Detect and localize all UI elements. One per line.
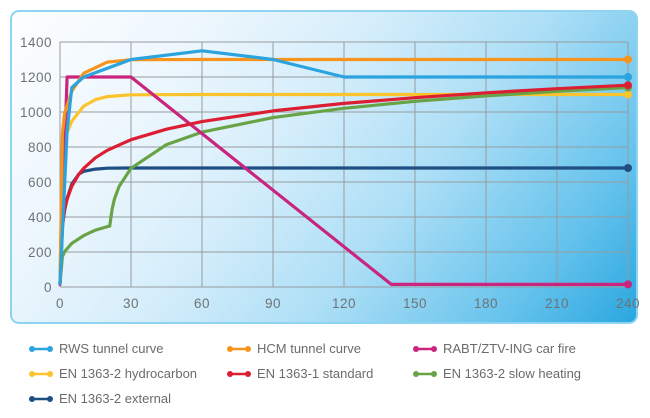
series-en-1363-1-standard	[58, 81, 632, 286]
series-end-dot-rabt-ztv-ing-car-fire	[624, 280, 632, 289]
legend-label-rabt-ztv-ing-car-fire: RABT/ZTV-ING car fire	[443, 341, 576, 356]
legend-item-en-1363-2-hydrocarbon: EN 1363-2 hydrocarbon	[28, 366, 226, 381]
series-end-dot-en-1363-2-hydrocarbon	[624, 90, 632, 99]
legend-label-en-1363-2-external: EN 1363-2 external	[59, 391, 172, 406]
legend-marker-dot	[245, 370, 251, 377]
legend-marker-dot	[47, 395, 53, 402]
legend-marker-rabt-ztv-ing-car-fire	[413, 345, 437, 352]
legend-marker-dot	[431, 370, 437, 377]
legend-item-hcm-tunnel-curve: HCM tunnel curve	[226, 341, 412, 356]
legend-marker-dot	[413, 370, 419, 377]
series-line-rws-tunnel-curve	[58, 49, 630, 286]
series-line-en-1363-1-standard	[58, 83, 630, 286]
legend-marker-dot	[29, 345, 35, 352]
x-tick-label-90: 90	[265, 296, 281, 311]
legend-item-rabt-ztv-ing-car-fire: RABT/ZTV-ING car fire	[412, 341, 638, 356]
legend-label-rws-tunnel-curve: RWS tunnel curve	[59, 341, 164, 356]
legend-label-hcm-tunnel-curve: HCM tunnel curve	[257, 341, 362, 356]
legend-label-en-1363-1-standard: EN 1363-1 standard	[257, 366, 374, 381]
legend-marker-en-1363-2-external	[29, 395, 53, 402]
x-tick-label-30: 30	[123, 296, 139, 311]
x-tick-label-180: 180	[474, 296, 498, 311]
legend: RWS tunnel curve HCM tunnel curve RABT/ZTV…	[28, 336, 638, 411]
series-en-1363-2-hydrocarbon	[58, 90, 632, 286]
legend-marker-dot	[47, 345, 53, 352]
legend-marker-en-1363-2-hydrocarbon	[29, 370, 53, 377]
chart-panel: 0 200 400 600 800 1000 1200 1400 0 30 60 90 120 150 18…	[10, 10, 640, 324]
tick-labels: 0 200 400 600 800 1000 1200 1400 0 30 60 90 120 150 18…	[20, 35, 640, 311]
y-tick-label-400: 400	[28, 210, 52, 225]
x-tick-label-120: 120	[332, 296, 356, 311]
series-line-rabt-ztv-ing-car-fire	[58, 75, 630, 286]
legend-marker-dot	[245, 345, 251, 352]
legend-marker-dot	[431, 345, 437, 352]
y-tick-label-600: 600	[28, 175, 52, 190]
y-tick-label-1400: 1400	[20, 35, 52, 50]
series-line-en-1363-2-slow-heating	[58, 85, 630, 286]
legend-item-en-1363-2-external: EN 1363-2 external	[28, 391, 226, 406]
series-en-1363-2-slow-heating	[58, 83, 632, 286]
series-rws-tunnel-curve	[58, 49, 632, 286]
series-end-dot-en-1363-1-standard	[624, 81, 632, 90]
legend-label-en-1363-2-slow-heating: EN 1363-2 slow heating	[443, 366, 582, 381]
legend-marker-dot	[29, 370, 35, 377]
legend-marker-dot	[47, 370, 53, 377]
legend-marker-en-1363-2-slow-heating	[413, 370, 437, 377]
legend-marker-hcm-tunnel-curve	[227, 345, 251, 352]
series-end-dot-rws-tunnel-curve	[624, 73, 632, 81]
legend-item-en-1363-1-standard: EN 1363-1 standard	[226, 366, 412, 381]
y-tick-label-1200: 1200	[20, 70, 52, 85]
x-tick-label-0: 0	[56, 296, 64, 311]
legend-marker-rws-tunnel-curve	[29, 345, 53, 352]
series-hcm-tunnel-curve	[58, 55, 632, 286]
legend-marker-dot	[227, 345, 233, 352]
legend-marker-dot	[227, 370, 233, 377]
series-end-dot-hcm-tunnel-curve	[624, 55, 632, 64]
series-rabt-ztv-ing-car-fire	[58, 75, 632, 289]
x-tick-label-240: 240	[616, 296, 640, 311]
legend-marker-dot	[413, 345, 419, 352]
gridlines	[59, 41, 629, 288]
series-line-hcm-tunnel-curve	[58, 57, 630, 286]
legend-item-en-1363-2-slow-heating: EN 1363-2 slow heating	[412, 366, 638, 381]
legend-item-rws-tunnel-curve: RWS tunnel curve	[28, 341, 226, 356]
x-tick-label-210: 210	[545, 296, 569, 311]
fire-curves-chart: 0 200 400 600 800 1000 1200 1400 0 30 60 90 120 150 18…	[20, 35, 640, 311]
series-end-dot-en-1363-2-external	[624, 164, 632, 172]
y-tick-label-200: 200	[28, 245, 52, 260]
y-tick-label-800: 800	[28, 140, 52, 155]
x-tick-label-60: 60	[194, 296, 210, 311]
x-tick-label-150: 150	[403, 296, 427, 311]
legend-marker-en-1363-1-standard	[227, 370, 251, 377]
legend-marker-dot	[29, 395, 35, 402]
legend-label-en-1363-2-hydrocarbon: EN 1363-2 hydrocarbon	[59, 366, 198, 381]
y-tick-label-1000: 1000	[20, 105, 52, 120]
y-tick-label-0: 0	[44, 280, 52, 295]
